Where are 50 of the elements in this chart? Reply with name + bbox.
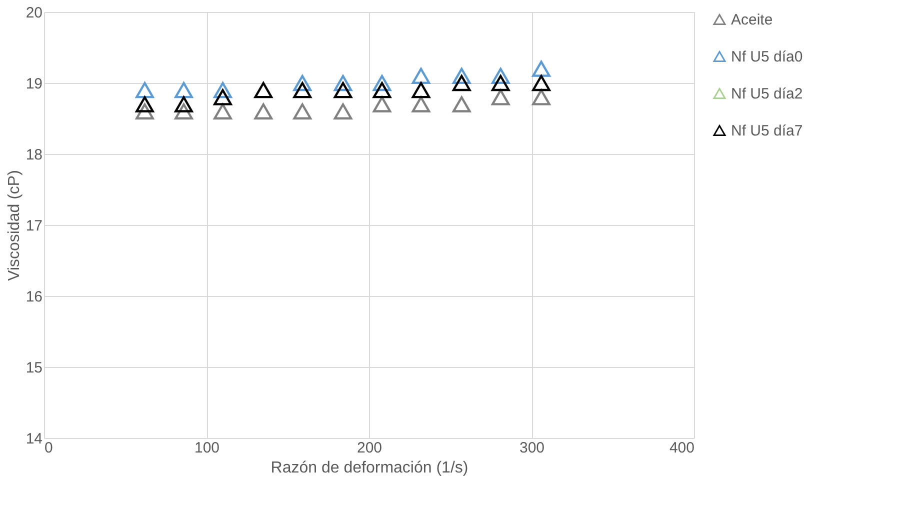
y-tick-label: 19 bbox=[26, 76, 42, 92]
point bbox=[254, 103, 273, 120]
point bbox=[214, 82, 232, 98]
point bbox=[136, 96, 154, 112]
point bbox=[293, 82, 312, 98]
point bbox=[174, 103, 193, 120]
point bbox=[452, 96, 471, 112]
y-tick-label: 17 bbox=[26, 218, 42, 234]
y-tick-label: 15 bbox=[26, 360, 42, 376]
y-axis-title: Viscosidad (cP) bbox=[6, 170, 23, 281]
point bbox=[214, 89, 232, 106]
y-tick-label: 20 bbox=[26, 4, 42, 22]
point bbox=[293, 74, 312, 92]
y-tick-label: 16 bbox=[26, 288, 42, 306]
point bbox=[532, 74, 550, 92]
x-tick-label: 0 bbox=[44, 440, 53, 456]
point bbox=[293, 103, 312, 120]
point bbox=[174, 96, 193, 112]
legend-label: Aceite bbox=[731, 12, 773, 28]
point bbox=[334, 74, 352, 92]
point bbox=[452, 68, 471, 84]
point bbox=[532, 60, 550, 77]
point bbox=[372, 74, 392, 92]
point bbox=[532, 89, 550, 106]
legend-label: Nf U5 día7 bbox=[731, 122, 803, 140]
point bbox=[452, 74, 471, 92]
x-tick-label: 300 bbox=[519, 440, 545, 456]
point bbox=[334, 82, 352, 98]
legend-label: Nf U5 día0 bbox=[731, 48, 803, 66]
point bbox=[136, 82, 154, 98]
point bbox=[491, 74, 510, 92]
point bbox=[174, 82, 193, 98]
point bbox=[412, 68, 430, 84]
point bbox=[491, 89, 510, 106]
x-tick-label: 200 bbox=[356, 440, 382, 456]
point bbox=[372, 96, 392, 112]
x-tick-label: 100 bbox=[194, 440, 220, 456]
point bbox=[334, 103, 352, 120]
point bbox=[491, 68, 510, 84]
y-tick-label: 18 bbox=[26, 146, 42, 164]
y-tick-label: 14 bbox=[26, 430, 42, 448]
x-tick-label: 400 bbox=[669, 440, 694, 456]
x-axis-title: Razón de deformación (1/s) bbox=[270, 460, 468, 476]
point bbox=[412, 96, 430, 112]
point bbox=[372, 82, 392, 98]
point bbox=[136, 103, 154, 120]
point bbox=[412, 82, 430, 98]
legend-label: Nf U5 día2 bbox=[731, 86, 803, 102]
point bbox=[214, 103, 232, 120]
point bbox=[254, 82, 273, 98]
